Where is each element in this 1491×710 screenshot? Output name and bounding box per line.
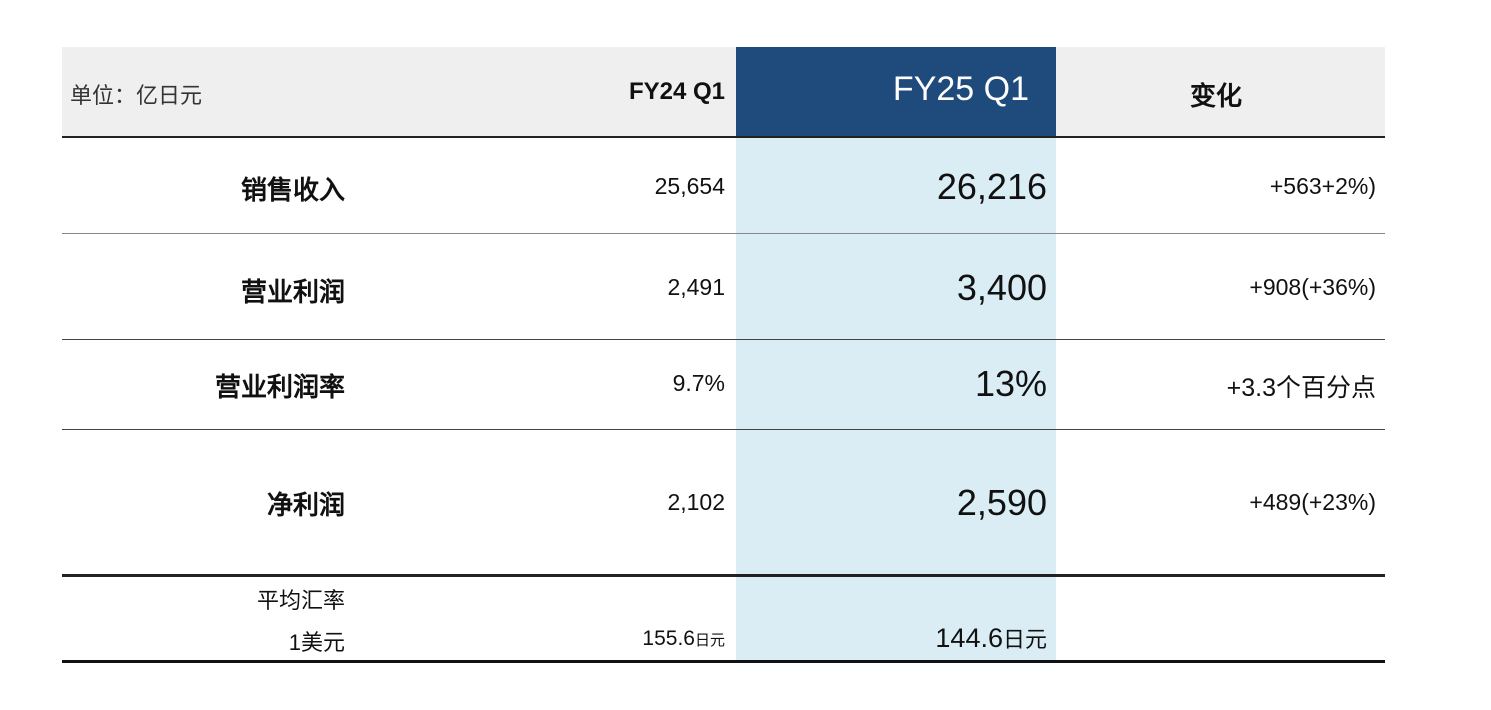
row-label-operating-margin: 营业利润率 (214, 372, 345, 402)
unit-label: 单位：亿日元 (70, 83, 203, 108)
divider (62, 660, 1385, 663)
fy25-header: FY25 Q1 (892, 70, 1029, 108)
fy24-value: 9.7% (672, 370, 725, 396)
fy25-header-cell (736, 47, 1056, 137)
change-value: +563+2%) (1269, 173, 1376, 199)
fy25-value: 2,590 (956, 482, 1047, 523)
divider (62, 136, 1385, 138)
change-value: +908(+36%) (1249, 274, 1376, 300)
divider (62, 429, 1385, 430)
change-header: 变化 (1190, 81, 1243, 111)
fx-label-usd: 1美元 (288, 630, 345, 655)
fy24-value: 2,102 (667, 489, 725, 515)
fy25-value: 3,400 (956, 267, 1047, 308)
fx-number: 155.6 (642, 627, 695, 650)
divider (62, 233, 1385, 234)
fx-unit: 日元 (1002, 627, 1047, 652)
fx-unit: 日元 (694, 632, 725, 649)
change-value: +3.3个百分点 (1226, 374, 1376, 402)
fx-label: 平均汇率 (256, 588, 345, 613)
row-label-sales: 销售收入 (240, 175, 345, 205)
fy25-value: 26,216 (936, 166, 1047, 207)
table-header (62, 47, 1385, 137)
fy25-column-highlight (736, 47, 1056, 661)
fy25-value: 13% (974, 363, 1047, 404)
row-label-operating-profit: 营业利润 (240, 277, 345, 307)
fy24-fx-value: 155.6日元 (642, 627, 725, 651)
row-label-net-profit: 净利润 (266, 490, 345, 520)
divider (62, 339, 1385, 340)
fy24-header: FY24 Q1 (628, 78, 725, 105)
change-value: +489(+23%) (1249, 489, 1376, 515)
fy24-value: 2,491 (667, 274, 725, 300)
divider (62, 574, 1385, 577)
fx-number: 144.6 (935, 623, 1003, 653)
fy24-value: 25,654 (654, 173, 725, 199)
fy25-fx-value: 144.6日元 (935, 622, 1047, 654)
